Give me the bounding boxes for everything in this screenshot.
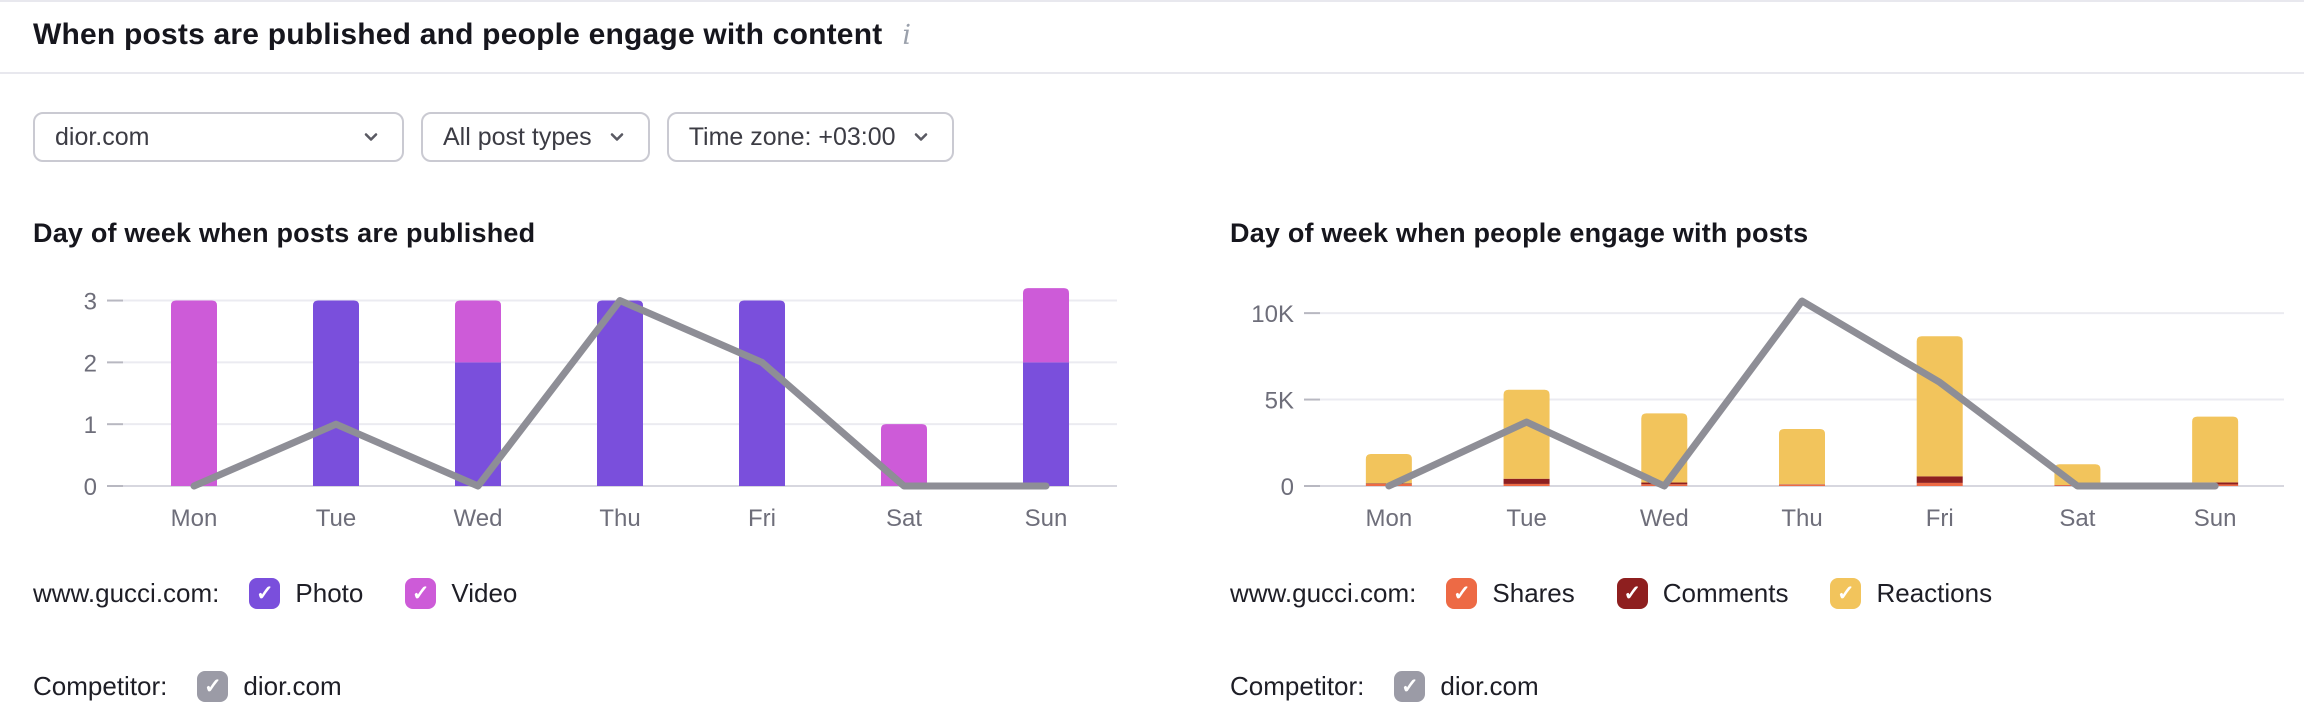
chevron-down-icon <box>364 133 378 141</box>
filters-bar: dior.com All post types Time zone: +03:0… <box>33 112 2304 162</box>
profile-select-value: dior.com <box>55 122 150 151</box>
svg-text:10K: 10K <box>1251 301 1294 328</box>
legend-item-label: Reactions <box>1876 578 1993 608</box>
published-chart: 0 1 2 3 Mon Tue Wed Thu Fri Sat Sun <box>84 288 1117 532</box>
svg-text:0: 0 <box>84 474 97 501</box>
svg-text:Sat: Sat <box>886 505 922 532</box>
svg-text:Wed: Wed <box>454 505 503 532</box>
legend-checkbox-video[interactable]: ✓ <box>405 578 437 609</box>
header-divider <box>0 72 2304 74</box>
svg-text:Sat: Sat <box>2059 505 2095 532</box>
published-chart-title: Day of week when posts are published <box>33 218 536 248</box>
competitor-label: Competitor: <box>1230 671 1365 701</box>
legend-item: ✓ dior.com <box>1394 671 1539 702</box>
legend-items: ✓ dior.com <box>197 671 342 702</box>
engagement-chart-title: Day of week when people engage with post… <box>1230 218 1809 248</box>
competitor-label: Competitor: <box>33 671 168 701</box>
legend-checkbox-shares[interactable]: ✓ <box>1446 578 1478 609</box>
svg-text:Tue: Tue <box>316 505 356 532</box>
svg-text:Wed: Wed <box>1640 505 1689 532</box>
legend-checkbox-photo[interactable]: ✓ <box>249 578 281 609</box>
svg-text:Mon: Mon <box>171 505 218 532</box>
chevron-down-icon <box>914 133 927 141</box>
chevron-down-icon <box>610 133 623 141</box>
svg-text:1: 1 <box>84 412 97 439</box>
published-chart-panel: Day of week when posts are published 0 1 2… <box>33 216 1133 702</box>
section-header: When posts are published and people enga… <box>0 2 2304 54</box>
profile-select[interactable]: dior.com <box>33 112 404 162</box>
legend-items: ✓ dior.com <box>1394 671 1539 702</box>
svg-text:Mon: Mon <box>1366 505 1413 532</box>
svg-text:0: 0 <box>1281 474 1294 501</box>
time-zone-select-value: Time zone: +03:00 <box>688 122 896 151</box>
legend-item-label: Video <box>451 578 518 608</box>
svg-text:Thu: Thu <box>599 505 640 532</box>
published-legend: www.gucci.com: ✓ Photo ✓ Video <box>33 578 1133 609</box>
svg-text:Sun: Sun <box>1025 505 1068 532</box>
post-types-select[interactable]: All post types <box>421 112 650 162</box>
legend-item: ✓ Video <box>405 578 517 609</box>
engagement-competitor-legend: Competitor: ✓ dior.com <box>1230 671 2304 702</box>
legend-item: ✓ Photo <box>249 578 363 609</box>
svg-text:Tue: Tue <box>1506 505 1546 532</box>
legend-items: ✓ Shares ✓ Comments ✓ Reactions <box>1446 578 1992 609</box>
legend-item: ✓ dior.com <box>197 671 342 702</box>
legend-checkbox-competitor-dior-com[interactable]: ✓ <box>197 671 229 702</box>
svg-text:2: 2 <box>84 350 97 377</box>
legend-item-label: Shares <box>1492 578 1575 608</box>
engagement-chart: 0 5K 10K Mon Tue Wed Thu Fri Sat Sun <box>1251 297 2284 532</box>
legend-checkbox-competitor-dior-com[interactable]: ✓ <box>1394 671 1426 702</box>
legend-items: ✓ Photo ✓ Video <box>249 578 517 609</box>
legend-item: ✓ Reactions <box>1830 578 1992 609</box>
page-title: When posts are published and people enga… <box>33 18 883 51</box>
legend-checkbox-reactions[interactable]: ✓ <box>1830 578 1862 609</box>
legend-item-label: Photo <box>295 578 364 608</box>
svg-text:3: 3 <box>84 289 97 316</box>
legend-checkbox-comments[interactable]: ✓ <box>1616 578 1648 609</box>
svg-text:5K: 5K <box>1265 388 1294 415</box>
info-icon[interactable]: i <box>902 20 912 51</box>
legend-owner-label: www.gucci.com: <box>1230 578 1417 608</box>
post-types-select-value: All post types <box>443 122 592 151</box>
published-competitor-legend: Competitor: ✓ dior.com <box>33 671 1133 702</box>
legend-item-label: dior.com <box>243 671 342 701</box>
legend-item-label: Comments <box>1662 578 1789 608</box>
legend-item: ✓ Shares <box>1446 578 1575 609</box>
legend-item-label: dior.com <box>1440 671 1539 701</box>
charts-row: Day of week when posts are published 0 1 2… <box>33 216 2304 702</box>
engagement-legend: www.gucci.com: ✓ Shares ✓ Comments ✓ Reaction… <box>1230 578 2304 609</box>
legend-item: ✓ Comments <box>1616 578 1789 609</box>
svg-text:Thu: Thu <box>1781 505 1822 532</box>
engagement-chart-panel: Day of week when people engage with post… <box>1230 216 2304 702</box>
svg-text:Fri: Fri <box>1926 505 1954 532</box>
svg-text:Fri: Fri <box>748 505 776 532</box>
legend-owner-label: www.gucci.com: <box>33 578 220 608</box>
svg-text:Sun: Sun <box>2194 505 2237 532</box>
time-zone-select[interactable]: Time zone: +03:00 <box>666 112 954 162</box>
